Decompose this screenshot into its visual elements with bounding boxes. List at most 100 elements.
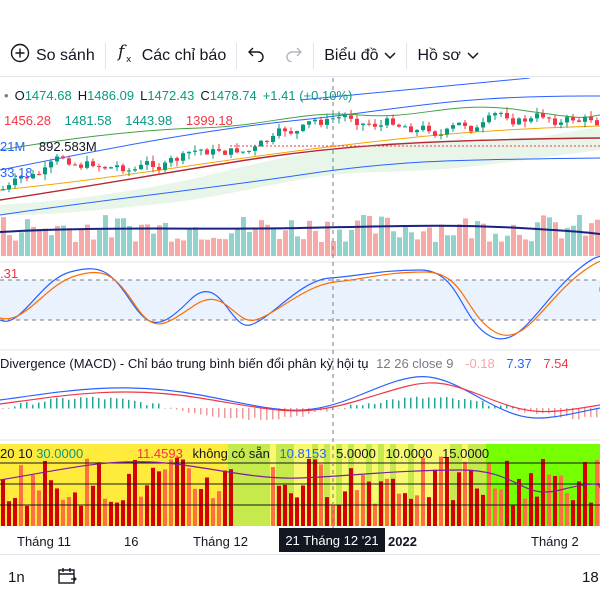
volume-value-2: 892.583M [38, 139, 97, 154]
volume-bar [517, 234, 522, 256]
heatmap-cell [258, 444, 264, 526]
heatmap-bar [19, 465, 23, 526]
candle-body [349, 115, 353, 119]
candle-body [589, 116, 593, 121]
heatmap-cell [294, 444, 300, 526]
heatmap-bar [271, 467, 275, 526]
heatmap-bar [463, 461, 467, 526]
heatmap-bar [199, 488, 203, 526]
bottom-bar: 1n 18 [0, 554, 600, 600]
volume-value-1: 21M [0, 139, 26, 154]
volume-bar [13, 240, 18, 256]
candle-body [409, 126, 413, 133]
volume-bar [211, 237, 216, 256]
ohlc-close-value: 1478.74 [209, 88, 257, 103]
heatmap-bar [85, 458, 89, 526]
stochastic-k-line [0, 256, 600, 340]
candle-body [259, 140, 263, 147]
volume-bar [193, 227, 198, 256]
volume-bar [265, 224, 270, 256]
macd-histogram-bar [212, 408, 214, 417]
volume-bar [139, 224, 144, 256]
heatmap-bar [277, 485, 281, 526]
candle-body [421, 125, 425, 131]
ohlc-change: +1.41 (+0.10%) [262, 88, 353, 103]
heatmap-cell [240, 444, 246, 526]
candle-body [67, 158, 71, 165]
volume-bar [169, 241, 174, 256]
heatmap-cell [120, 444, 126, 526]
heatmap-bar [307, 458, 311, 526]
heatmap-cell [408, 444, 414, 526]
heatmap-bar [517, 478, 521, 526]
timezone-label[interactable]: 18 [582, 569, 599, 586]
macd-histogram-bar [86, 397, 88, 409]
time-axis[interactable]: Tháng 11 16 Tháng 12 2022 Tháng 2 [0, 528, 600, 554]
heatmap-bar [163, 469, 167, 526]
candle-body [133, 169, 137, 171]
heatmap-bar [325, 497, 329, 526]
macd-histogram-bar [500, 405, 502, 409]
heatmap-cell [330, 444, 336, 526]
undo-button[interactable] [237, 35, 275, 76]
macd-histogram-bar [128, 399, 130, 409]
crosshair-time-label: 21 Tháng 12 '21 [279, 528, 385, 552]
volume-bar [223, 239, 228, 256]
price-chart[interactable] [0, 78, 600, 554]
volume-bar [271, 229, 276, 256]
macd-histogram-bar [140, 402, 142, 409]
candle-body [235, 148, 239, 153]
macd-histogram-bar [452, 398, 454, 409]
heatmap-bar [337, 504, 341, 526]
heatmap-bar [433, 469, 437, 526]
candle-body [109, 167, 113, 169]
macd-histogram-bar [470, 400, 472, 409]
heatmap-cell [210, 444, 216, 526]
heatmap-bar [205, 477, 209, 526]
interval-button[interactable]: 1n [8, 569, 25, 586]
collapse-dot-icon[interactable]: • [4, 88, 9, 103]
macd-histogram-bar [356, 405, 358, 409]
ma-value-4: 1399.18 [185, 113, 233, 128]
candle-body [487, 115, 491, 123]
calendar-range-icon[interactable] [57, 567, 77, 589]
volume-bar [373, 233, 378, 256]
redo-button[interactable] [275, 35, 313, 76]
macd-histogram-bar [266, 408, 268, 421]
heatmap-bar [343, 491, 347, 526]
heatmap-cell [90, 444, 96, 526]
heat-param-1: 20 [0, 446, 15, 461]
candle-body [355, 118, 359, 126]
macd-histogram-bar [26, 401, 28, 409]
candle-body [7, 185, 11, 190]
macd-histogram-bar [146, 405, 148, 409]
macd-histogram-bar [62, 397, 64, 409]
macd-histogram-bar [242, 408, 244, 419]
macd-histogram-bar [56, 397, 58, 409]
candle-body [181, 153, 185, 161]
heatmap-bar [415, 495, 419, 526]
candle-body [211, 149, 215, 155]
macd-histogram-bar [176, 408, 178, 410]
candle-body [1, 189, 5, 191]
compare-button[interactable]: So sánh [0, 35, 105, 76]
heatmap-legend: 20 10 30.0000 11.4593 không có sẵn 10.81… [0, 446, 489, 461]
heatmap-bar [319, 464, 323, 526]
heatmap-bar [499, 489, 503, 526]
macd-histogram-bar [230, 408, 232, 419]
heatmap-bar [133, 459, 137, 526]
macd-histogram-bar [392, 399, 394, 409]
ohlc-high-key: H [77, 88, 88, 103]
chart-type-dropdown[interactable]: Biểu đồ [314, 35, 406, 76]
macd-histogram-bar [368, 403, 370, 409]
volume-bar [163, 222, 168, 256]
heatmap-bar [427, 497, 431, 526]
volume-bar [397, 237, 402, 256]
heatmap-bar [73, 492, 77, 526]
heatmap-bar [583, 462, 587, 526]
profile-dropdown[interactable]: Hồ sơ [407, 35, 488, 76]
volume-bar [313, 230, 318, 256]
candle-body [433, 131, 437, 136]
